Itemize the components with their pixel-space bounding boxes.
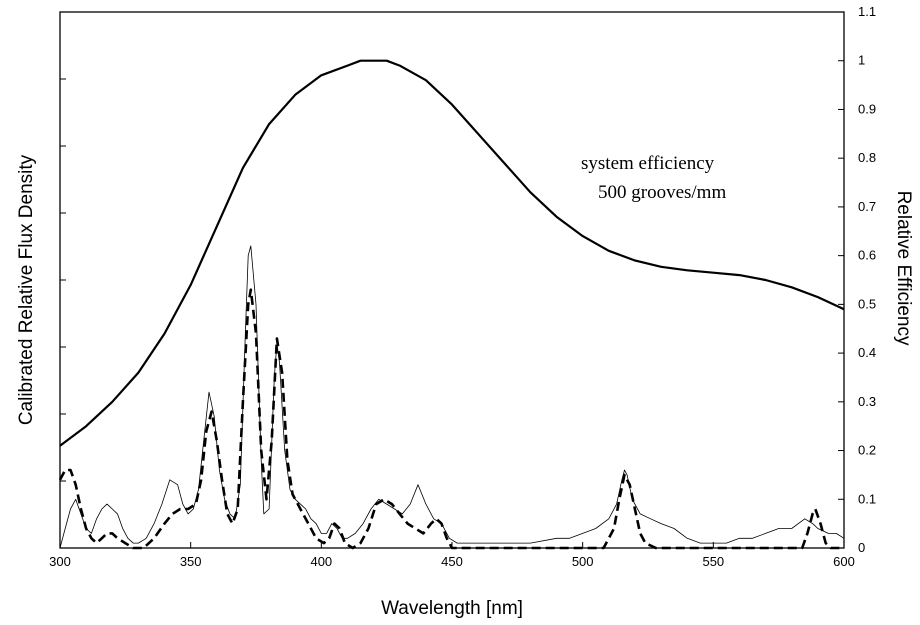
x-tick-label: 400 (310, 554, 332, 569)
right-axis-tick-label: 0.3 (858, 394, 876, 409)
efficiency-line (59, 59, 845, 447)
x-tick-label: 300 (49, 554, 71, 569)
series-layer (58, 59, 845, 550)
right-axis-tick-label: 0.1 (858, 491, 876, 506)
x-tick-label: 550 (702, 554, 724, 569)
model-spectrum-line (58, 288, 844, 550)
plot-area (59, 11, 845, 549)
x-axis-ticks: 300 350 400 450 500 550 600 (49, 542, 855, 569)
right-axis-tick-label: 1 (858, 53, 865, 68)
right-axis-tick-label: 0.7 (858, 199, 876, 214)
right-axis-tick-label: 1.1 (858, 4, 876, 19)
right-axis-ticks: 0 0.1 0.2 0.3 0.4 0.5 0.6 0.7 0.8 0.9 1 1.1 (838, 4, 876, 555)
annotation-system-efficiency: system efficiency (581, 153, 715, 174)
right-axis-tick-label: 0.4 (858, 345, 876, 360)
annotation-grooves: 500 grooves/mm (598, 182, 726, 203)
right-axis-tick-label: 0 (858, 540, 865, 555)
right-axis-tick-label: 0.8 (858, 150, 876, 165)
right-axis-tick-label: 0.5 (858, 296, 876, 311)
x-tick-label: 600 (833, 554, 855, 569)
right-axis-title: Relative Efficiency (893, 191, 914, 346)
x-tick-label: 350 (180, 554, 202, 569)
left-axis-ticks (60, 78, 66, 549)
x-axis-title: Wavelength [nm] (381, 598, 523, 619)
right-axis-tick-label: 0.9 (858, 101, 876, 116)
x-tick-label: 450 (441, 554, 463, 569)
x-tick-label: 500 (572, 554, 594, 569)
right-axis-tick-label: 0.6 (858, 248, 876, 263)
observed-spectrum-line (59, 245, 845, 549)
left-axis-title: Calibrated Relative Flux Density (16, 154, 37, 425)
right-axis-tick-label: 0.2 (858, 443, 876, 458)
